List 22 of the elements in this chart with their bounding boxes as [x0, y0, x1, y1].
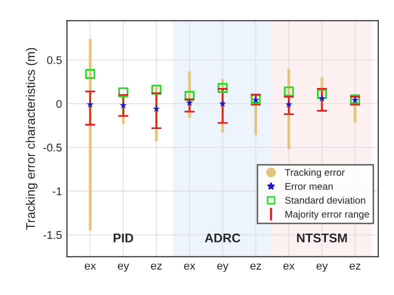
x-tick-label: ez — [250, 264, 262, 270]
x-tick-label: ey — [217, 264, 228, 272]
x-tick-label: ex — [84, 264, 96, 270]
legend-label: Standard deviation — [285, 196, 366, 204]
x-tick-label: ez — [150, 264, 162, 270]
x-tick-label: ex — [184, 264, 196, 270]
annotation: NTSTSM — [297, 234, 347, 242]
y-tick-label: -1 — [52, 187, 62, 196]
x-tick-label: ey — [118, 264, 130, 272]
annotation: PID — [114, 234, 134, 242]
x-tick-label: ez — [350, 264, 360, 270]
annotation: ADRC — [204, 234, 240, 242]
y-tick-label: -0.5 — [43, 144, 62, 152]
y-tick-label: 0.5 — [47, 56, 62, 64]
legend-label: Error mean — [285, 183, 333, 190]
x-tick-label: ex — [283, 264, 295, 270]
y-tick-label: 0 — [56, 100, 62, 108]
y-axis-title: Tracking error characteristics (m) — [26, 48, 38, 230]
legend-label: Majority error range — [285, 210, 370, 220]
y-tick-label: -1.5 — [43, 231, 62, 239]
x-tick-label: ey — [316, 264, 328, 272]
legend-label: Tracking error — [284, 168, 345, 178]
